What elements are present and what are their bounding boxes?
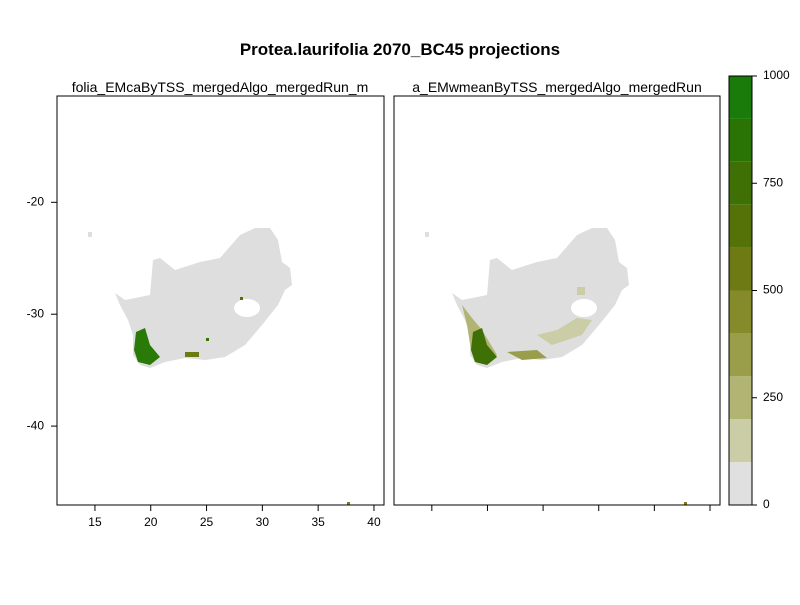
colorbar-segment	[729, 118, 752, 162]
x-tick-label: 20	[144, 515, 158, 529]
colorbar-segment	[729, 419, 752, 463]
panel-title: folia_EMcaByTSS_mergedAlgo_mergedRun_m	[72, 79, 368, 95]
colorbar-tick-label: 750	[763, 175, 783, 189]
panel-title: a_EMwmeanByTSS_mergedAlgo_mergedRun	[412, 79, 701, 95]
colorbar-tick-label: 500	[763, 283, 783, 297]
colorbar-segment	[729, 462, 752, 505]
panel-frame	[56, 95, 385, 506]
colorbar-tick-label: 1000	[763, 68, 790, 82]
colorbar-segment	[729, 161, 752, 205]
colorbar-tick-label: 0	[763, 497, 770, 511]
x-tick-label: 30	[256, 515, 270, 529]
panel-map	[88, 228, 350, 505]
colorbar-segment	[729, 333, 752, 377]
panel-frame	[393, 95, 721, 506]
x-tick-label: 40	[367, 515, 381, 529]
y-tick-label: -40	[27, 418, 45, 432]
colorbar-segment	[729, 204, 752, 248]
y-tick-label: -20	[27, 194, 45, 208]
y-tick-label: -30	[27, 306, 45, 320]
colorbar-segment	[729, 247, 752, 291]
colorbar-segment	[729, 76, 752, 119]
colorbar-segment	[729, 376, 752, 420]
x-tick-label: 25	[200, 515, 214, 529]
x-tick-label: 35	[311, 515, 325, 529]
panel-map	[425, 228, 687, 505]
figure-title: Protea.laurifolia 2070_BC45 projections	[240, 40, 560, 59]
colorbar-segment	[729, 290, 752, 334]
colorbar-tick-label: 250	[763, 390, 783, 404]
x-tick-label: 15	[88, 515, 102, 529]
